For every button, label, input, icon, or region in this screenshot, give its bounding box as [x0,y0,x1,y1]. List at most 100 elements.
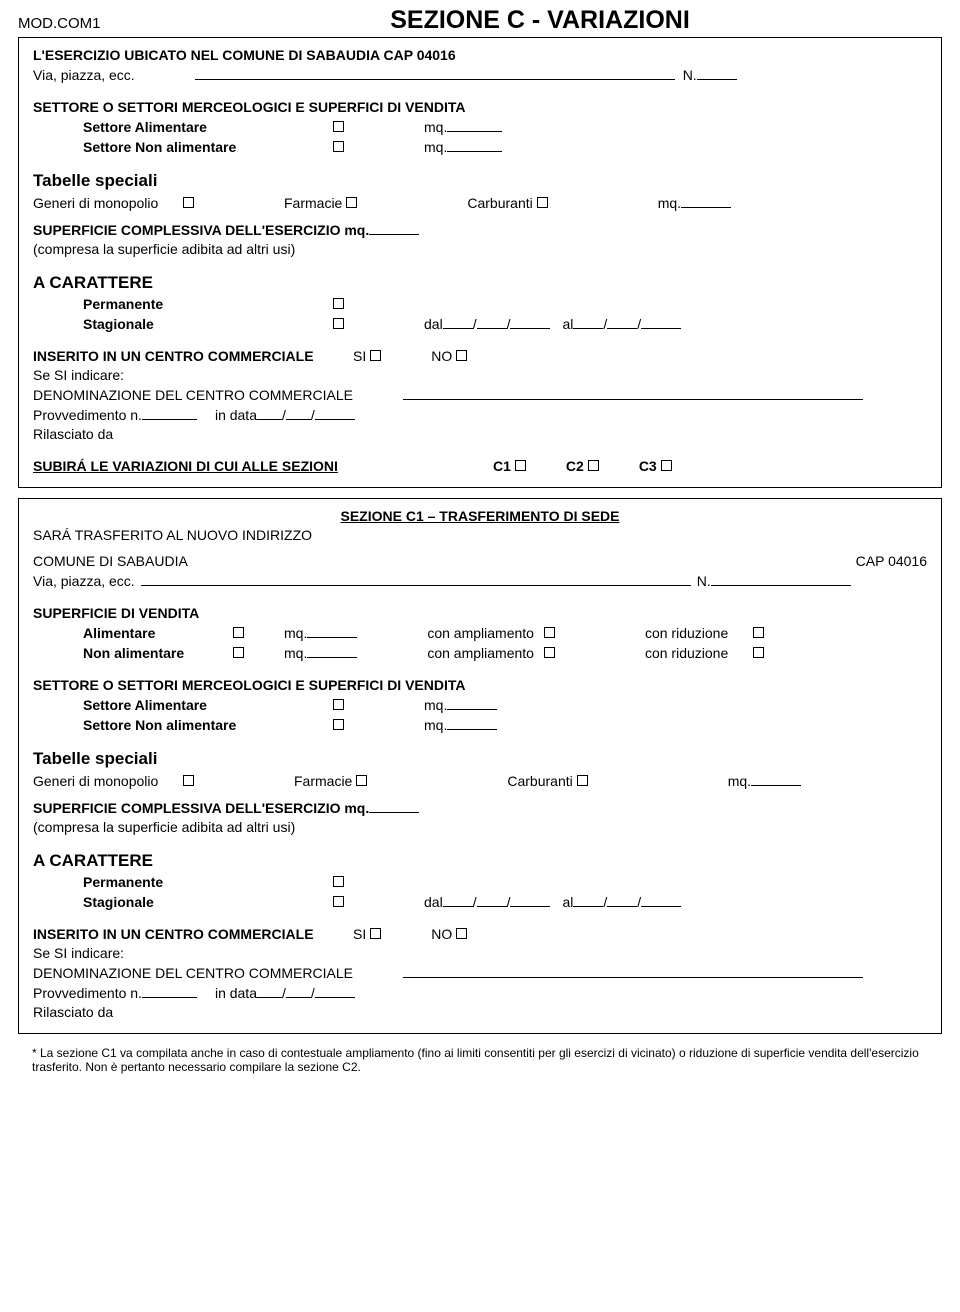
c1-dal-m[interactable] [477,893,507,907]
sector-alim-label: Settore Alimentare [83,119,333,135]
si-checkbox[interactable] [370,350,381,361]
c1-permanente-checkbox[interactable] [333,876,344,887]
c1-title: SEZIONE C1 – TRASFERIMENTO DI SEDE [340,508,619,524]
al-d[interactable] [573,315,603,329]
esercizio-line: L'ESERCIZIO UBICATO NEL COMUNE DI SABAUD… [33,47,927,63]
data-d[interactable] [257,406,282,420]
c1-via-field[interactable] [141,572,691,586]
c1-mq-alim[interactable] [447,696,497,710]
superficie-compl-field[interactable] [369,221,419,235]
c1-dal-d[interactable] [443,893,473,907]
stagionale-label: Stagionale [83,316,333,332]
sv-nonalim-mq[interactable] [307,644,357,658]
c1-superficie-field[interactable] [369,799,419,813]
sector-alim-checkbox[interactable] [333,121,344,132]
dal-y[interactable] [510,315,550,329]
sv-alim-checkbox[interactable] [233,627,244,638]
c1-denom-field[interactable] [403,964,863,978]
data-y[interactable] [315,406,355,420]
mq-tabelle-field[interactable] [681,194,731,208]
data-m[interactable] [286,406,311,420]
sector-nonalim-checkbox[interactable] [333,141,344,152]
al-m[interactable] [607,315,637,329]
comune-label: COMUNE DI SABAUDIA [33,553,188,569]
inserito-row: INSERITO IN UN CENTRO COMMERCIALE SI NO [33,348,927,364]
c1-stagionale-checkbox[interactable] [333,896,344,907]
c1-mq-nonalim[interactable] [447,716,497,730]
c1-compresa-label: (compresa la superficie adibita ad altri… [33,819,927,835]
via-field[interactable] [195,66,675,80]
monopolio-checkbox[interactable] [183,197,194,208]
superficie-compl-row: SUPERFICIE COMPLESSIVA DELL'ESERCIZIO mq… [33,221,927,238]
c1-sector-alim-checkbox[interactable] [333,699,344,710]
c1-checkbox[interactable] [515,460,526,471]
mq-label: mq. [284,645,307,661]
dal-m[interactable] [477,315,507,329]
provv-n-field[interactable] [142,406,197,420]
c1-data-y[interactable] [315,984,355,998]
ampl-alim-checkbox[interactable] [544,627,555,638]
c3-checkbox[interactable] [661,460,672,471]
dal-d[interactable] [443,315,473,329]
c2-checkbox[interactable] [588,460,599,471]
al-y[interactable] [641,315,681,329]
c3-label: C3 [639,458,657,474]
c1-carattere-heading: A CARATTERE [33,851,927,871]
permanente-row: Permanente [83,296,927,312]
denom-field[interactable] [403,386,863,400]
sv-alim-row: Alimentare mq. con ampliamento con riduz… [83,624,927,641]
c1-stagionale-row: Stagionale dal // al // [83,893,927,910]
farmacie-checkbox[interactable] [346,197,357,208]
c1-al-label: al [562,894,573,910]
sv-nonalim-label: Non alimentare [83,645,233,661]
ampl-nonalim-checkbox[interactable] [544,647,555,658]
riduz-alim-checkbox[interactable] [753,627,764,638]
mq-label: mq. [424,697,447,713]
c1-provv-label: Provvedimento n. [33,985,142,1001]
c1-farmacie-checkbox[interactable] [356,775,367,786]
mq-label: mq. [284,625,307,641]
c1-dal-y[interactable] [510,893,550,907]
stagionale-checkbox[interactable] [333,318,344,329]
c1-via-row: Via, piazza, ecc. N. [33,572,927,589]
cap-label: CAP 04016 [856,553,927,569]
section-c-box: L'ESERCIZIO UBICATO NEL COMUNE DI SABAUD… [18,37,942,488]
c1-si-label: SI [353,926,366,942]
c1-dal-label: dal [424,894,443,910]
c1-monopolio-checkbox[interactable] [183,775,194,786]
c1-no-checkbox[interactable] [456,928,467,939]
c1-data-d[interactable] [257,984,282,998]
carburanti-checkbox[interactable] [537,197,548,208]
riduz-nonalim-checkbox[interactable] [753,647,764,658]
sv-nonalim-row: Non alimentare mq. con ampliamento con r… [83,644,927,661]
c1-data-m[interactable] [286,984,311,998]
c1-al-y[interactable] [641,893,681,907]
c1-sector-alim-row: Settore Alimentare mq. [83,696,927,713]
c1-inserito-row: INSERITO IN UN CENTRO COMMERCIALE SI NO [33,926,927,942]
c1-provv-n[interactable] [142,984,197,998]
c1-n-field[interactable] [711,572,851,586]
c1-al-d[interactable] [573,893,603,907]
c1-carburanti-checkbox[interactable] [577,775,588,786]
no-checkbox[interactable] [456,350,467,361]
stagionale-row: Stagionale dal // al // [83,315,927,332]
c1-si-checkbox[interactable] [370,928,381,939]
mq-alim-field[interactable] [447,118,502,132]
c1-sector-heading: SETTORE O SETTORI MERCEOLOGICI E SUPERFI… [33,677,927,693]
mq-nonalim-field[interactable] [447,138,502,152]
n-field[interactable] [697,66,737,80]
sv-nonalim-checkbox[interactable] [233,647,244,658]
monopolio-label: Generi di monopolio [33,195,183,211]
permanente-checkbox[interactable] [333,298,344,309]
sv-alim-mq[interactable] [307,624,357,638]
c1-mq-tabelle[interactable] [751,772,801,786]
c1-tabelle-row: Generi di monopolio Farmacie Carburanti … [33,772,927,789]
c1-sector-nonalim-checkbox[interactable] [333,719,344,730]
sup-vendita-heading: SUPERFICIE DI VENDITA [33,605,927,621]
c1-monopolio-label: Generi di monopolio [33,773,183,789]
c1-al-m[interactable] [607,893,637,907]
c1-title-wrap: SEZIONE C1 – TRASFERIMENTO DI SEDE [33,508,927,524]
dal-label: dal [424,316,443,332]
riduz-label: con riduzione [645,625,728,641]
riduz-label: con riduzione [645,645,728,661]
